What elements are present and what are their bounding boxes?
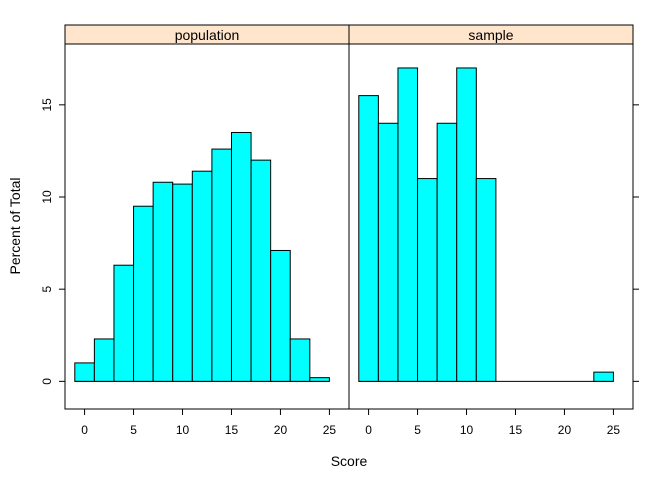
x-tick-label: 5 <box>130 423 137 437</box>
bar-sample-2 <box>397 67 419 382</box>
x-tick-label: 20 <box>558 423 572 437</box>
bar-population-8 <box>230 131 252 382</box>
x-tick-label: 25 <box>323 423 337 437</box>
x-tick-label: 10 <box>460 423 474 437</box>
bar-sample-3 <box>417 178 438 382</box>
y-tick-label: 5 <box>40 286 54 293</box>
bar-population-6 <box>191 170 213 382</box>
bar-sample-4 <box>436 122 458 382</box>
bar-population-3 <box>133 205 154 382</box>
y-tick-label: 10 <box>40 190 54 204</box>
bar-sample-5 <box>456 67 477 382</box>
bar-population-5 <box>172 183 193 382</box>
bar-population-12 <box>309 377 330 382</box>
bar-population-10 <box>270 249 291 382</box>
y-tick-label: 0 <box>40 378 54 385</box>
bar-population-0 <box>74 362 95 382</box>
bar-population-4 <box>152 181 174 382</box>
bar-sample-12 <box>593 371 614 382</box>
bar-population-7 <box>211 148 232 382</box>
x-tick-label: 15 <box>225 423 239 437</box>
bar-population-2 <box>113 264 135 382</box>
strip-label-sample: sample <box>468 27 513 43</box>
x-tick-label: 10 <box>176 423 190 437</box>
x-tick-label: 5 <box>414 423 421 437</box>
bar-sample-6 <box>475 178 497 382</box>
x-tick-label: 20 <box>274 423 288 437</box>
bar-population-9 <box>250 159 272 382</box>
y-axis-title: Percent of Total <box>7 177 23 274</box>
bar-population-1 <box>93 338 115 382</box>
x-tick-label: 0 <box>81 423 88 437</box>
bar-sample-0 <box>358 95 379 382</box>
x-tick-label: 25 <box>607 423 621 437</box>
x-axis-title: Score <box>331 453 368 469</box>
bar-population-11 <box>289 338 311 382</box>
y-tick-label: 15 <box>40 98 54 112</box>
strip-label-population: population <box>175 27 240 43</box>
x-tick-label: 0 <box>365 423 372 437</box>
bar-sample-1 <box>377 122 399 382</box>
panel-border-sample <box>348 43 634 410</box>
x-tick-label: 15 <box>509 423 523 437</box>
